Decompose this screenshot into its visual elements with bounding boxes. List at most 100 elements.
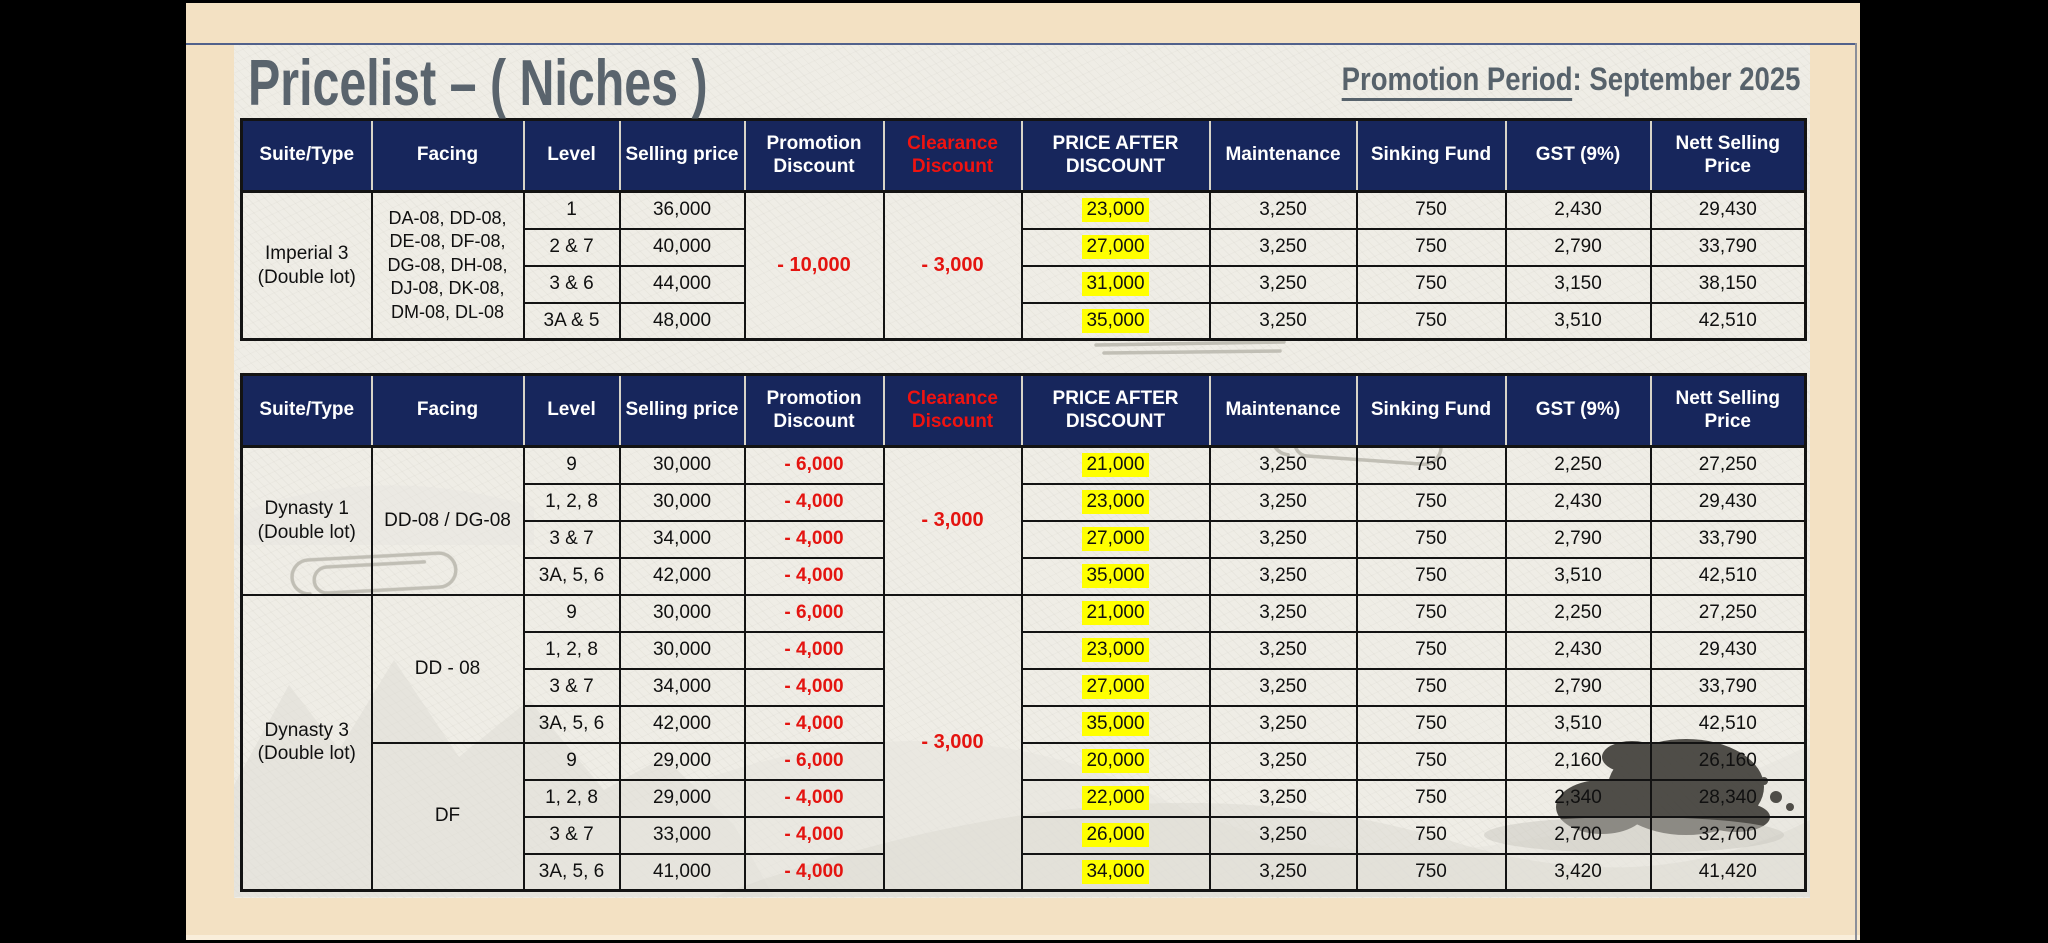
pricelist-sheet: Pricelist – ( Niches ) Promotion Period:…: [234, 45, 1810, 898]
promotion-discount-cell: - 6,000: [743, 741, 885, 781]
maintenance-cell: 3,250: [1208, 741, 1358, 781]
table-row: Dynasty 3 (Double lot) DD - 08 9 30,000 …: [240, 593, 1807, 892]
promotion-discount-cell: - 4,000: [743, 778, 885, 818]
highlighted-price: 27,000: [1082, 235, 1149, 259]
gst-cell: 2,430: [1504, 630, 1652, 670]
price-after-discount-cell: 22,000: [1020, 778, 1211, 818]
level-cell: 1, 2, 8: [522, 482, 621, 522]
clearance-discount-cell: - 3,000: [882, 593, 1023, 892]
maintenance-cell: 3,250: [1208, 704, 1358, 744]
col-header-level: Level: [522, 118, 621, 193]
col-header-sinking-fund: Sinking Fund: [1355, 118, 1507, 193]
sinking-fund-cell: 750: [1355, 482, 1507, 522]
col-header-price-after-discount: PRICE AFTER DISCOUNT: [1020, 373, 1211, 448]
nett-price-cell: 27,250: [1649, 593, 1807, 633]
nett-price-cell: 33,790: [1649, 519, 1807, 559]
price-after-discount-cell: 20,000: [1020, 741, 1211, 781]
gst-cell: 3,510: [1504, 556, 1652, 596]
nett-price-cell: 33,790: [1649, 227, 1807, 267]
highlighted-price: 35,000: [1082, 564, 1149, 588]
highlighted-price: 21,000: [1082, 453, 1149, 478]
level-cell: 1, 2, 8: [522, 630, 621, 670]
nett-price-cell: 42,510: [1649, 301, 1807, 341]
nett-price-cell: 29,430: [1649, 482, 1807, 522]
highlighted-price: 27,000: [1082, 527, 1149, 551]
suite-cell: Dynasty 3 (Double lot): [240, 593, 373, 892]
highlighted-price: 35,000: [1082, 712, 1149, 736]
gst-cell: 2,250: [1504, 445, 1652, 485]
gst-cell: 2,790: [1504, 227, 1652, 267]
maintenance-cell: 3,250: [1208, 852, 1358, 892]
level-cell: 9: [522, 593, 621, 633]
facing-cell: DD - 08: [370, 593, 525, 744]
selling-cell: 34,000: [618, 667, 746, 707]
level-cell: 9: [522, 445, 621, 485]
col-header-level: Level: [522, 373, 621, 448]
selling-cell: 48,000: [618, 301, 746, 341]
table-row: 3A, 5, 6 42,000 - 4,000 35,000 3,250 750…: [242, 556, 1807, 596]
sinking-fund-cell: 750: [1355, 227, 1507, 267]
col-header-maintenance: Maintenance: [1208, 118, 1358, 193]
gst-cell: 2,430: [1504, 482, 1652, 522]
maintenance-cell: 3,250: [1208, 519, 1358, 559]
selling-cell: 41,000: [618, 852, 746, 892]
promotion-discount-cell: - 4,000: [743, 704, 885, 744]
table-header-row: Suite/Type Facing Level Selling price Pr…: [240, 118, 1807, 193]
promotion-discount-cell: - 4,000: [743, 482, 885, 522]
table-row: 3A, 5, 6 41,000 - 4,000 34,000 3,250 750…: [242, 852, 1807, 892]
sinking-fund-cell: 750: [1355, 519, 1507, 559]
table-row: 3A, 5, 6 42,000 - 4,000 35,000 3,250 750…: [242, 704, 1807, 744]
nett-price-cell: 32,700: [1649, 815, 1807, 855]
maintenance-cell: 3,250: [1208, 556, 1358, 596]
col-header-facing: Facing: [370, 373, 525, 448]
nett-price-cell: 42,510: [1649, 556, 1807, 596]
page-title: Pricelist – ( Niches ): [248, 48, 708, 120]
selling-cell: 34,000: [618, 519, 746, 559]
table-row: Dynasty 1 (Double lot) DD-08 / DG-08 9 3…: [240, 445, 1807, 596]
highlighted-price: 27,000: [1082, 675, 1149, 699]
col-header-facing: Facing: [370, 118, 525, 193]
maintenance-cell: 3,250: [1208, 630, 1358, 670]
facing-cell: DA-08, DD-08, DE-08, DF-08, DG-08, DH-08…: [370, 190, 525, 341]
col-header-price-after-discount: PRICE AFTER DISCOUNT: [1020, 118, 1211, 193]
highlighted-price: 20,000: [1082, 749, 1149, 773]
highlighted-price: 31,000: [1082, 272, 1149, 296]
col-header-gst: GST (9%): [1504, 118, 1652, 193]
promotion-discount-cell: - 4,000: [743, 815, 885, 855]
level-cell: 1: [522, 190, 621, 230]
promotion-discount-cell: - 4,000: [743, 556, 885, 596]
level-cell: 3A & 5: [522, 301, 621, 341]
maintenance-cell: 3,250: [1208, 190, 1358, 230]
price-after-discount-cell: 27,000: [1020, 227, 1211, 267]
selling-cell: 30,000: [618, 630, 746, 670]
col-header-suite-type: Suite/Type: [240, 118, 373, 193]
level-cell: 9: [522, 741, 621, 781]
price-after-discount-cell: 21,000: [1020, 445, 1211, 485]
price-after-discount-cell: 27,000: [1020, 519, 1211, 559]
level-cell: 3A, 5, 6: [522, 556, 621, 596]
nett-price-cell: 26,160: [1649, 741, 1807, 781]
sinking-fund-cell: 750: [1355, 741, 1507, 781]
suite-cell: Imperial 3 (Double lot): [240, 190, 373, 341]
nett-price-cell: 28,340: [1649, 778, 1807, 818]
highlighted-price: 26,000: [1082, 823, 1149, 847]
price-after-discount-cell: 27,000: [1020, 667, 1211, 707]
price-after-discount-cell: 35,000: [1020, 301, 1211, 341]
table-row: 2 & 7 40,000 27,000 3,250 750 2,790 33,7…: [242, 227, 1807, 267]
highlighted-price: 22,000: [1082, 786, 1149, 810]
gst-cell: 3,420: [1504, 852, 1652, 892]
promotion-period: Promotion Period: September 2025: [1341, 61, 1800, 101]
sinking-fund-cell: 750: [1355, 445, 1507, 485]
price-after-discount-cell: 26,000: [1020, 815, 1211, 855]
table-row: 3A & 5 48,000 35,000 3,250 750 3,510 42,…: [242, 301, 1807, 341]
clearance-discount-cell: - 3,000: [882, 445, 1023, 596]
facing-cell: DD-08 / DG-08: [370, 445, 525, 596]
level-cell: 3 & 7: [522, 667, 621, 707]
nett-price-cell: 33,790: [1649, 667, 1807, 707]
col-header-suite-type: Suite/Type: [240, 373, 373, 448]
clearance-discount-cell: - 3,000: [882, 190, 1023, 341]
sinking-fund-cell: 750: [1355, 667, 1507, 707]
gst-cell: 3,510: [1504, 301, 1652, 341]
col-header-nett-selling-price: Nett Selling Price: [1649, 118, 1807, 193]
promotion-discount-cell: - 4,000: [743, 852, 885, 892]
